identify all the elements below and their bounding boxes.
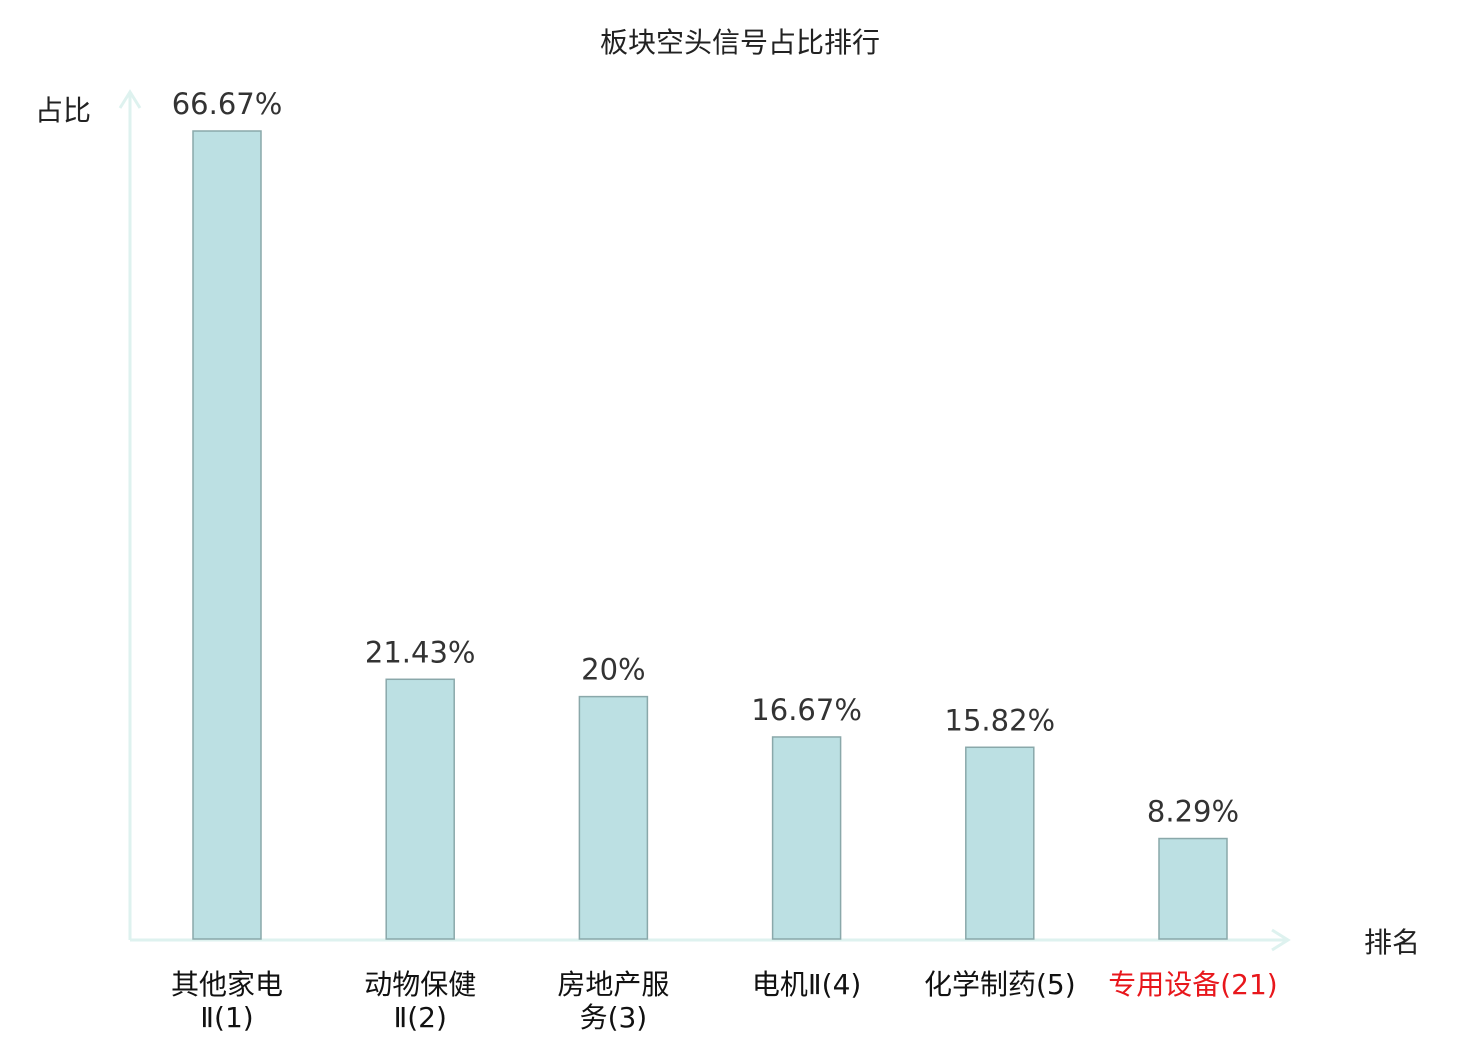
y-axis-label: 占比 [35, 94, 91, 127]
data-label: 21.43% [365, 635, 476, 669]
y-axis [118, 89, 142, 940]
bar [385, 678, 455, 940]
x-tick-label: Ⅱ(1) [200, 1001, 253, 1034]
x-tick-label: 其他家电 [171, 968, 283, 1001]
bar [965, 746, 1035, 940]
bar [578, 695, 649, 940]
x-tick-label: 房地产服 [557, 968, 669, 1001]
bar [1158, 837, 1228, 940]
data-label: 8.29% [1147, 795, 1239, 829]
x-tick-label: 动物保健 [364, 968, 476, 1001]
data-label: 15.82% [945, 703, 1056, 737]
bar [192, 130, 262, 940]
x-tick-label: 电机Ⅱ(4) [752, 968, 861, 1001]
x-axis-label: 排名 [1364, 926, 1420, 959]
x-tick-label: 务(3) [580, 1001, 648, 1034]
x-tick-label: 化学制药(5) [924, 968, 1076, 1001]
bar [771, 736, 842, 940]
x-axis [130, 928, 1291, 952]
data-label: 20% [581, 653, 645, 687]
x-tick-label: 专用设备(21) [1108, 968, 1277, 1001]
chart-title: 板块空头信号占比排行 [600, 26, 880, 59]
x-tick-label: Ⅱ(2) [393, 1001, 446, 1034]
data-label: 16.67% [751, 693, 862, 727]
data-label: 66.67% [172, 87, 283, 121]
